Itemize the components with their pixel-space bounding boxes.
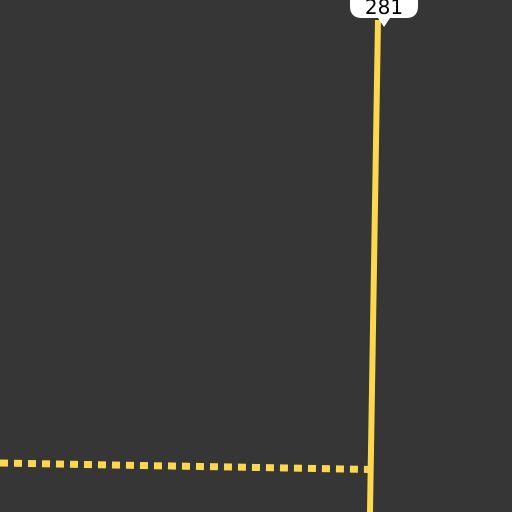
highway-281-road[interactable] [367, 19, 381, 512]
dashed-road[interactable] [0, 459, 373, 473]
route-shield-label: 281 [365, 0, 403, 19]
route-shield-281[interactable]: 281 [350, 0, 418, 27]
route-shield-icon [350, 0, 418, 27]
